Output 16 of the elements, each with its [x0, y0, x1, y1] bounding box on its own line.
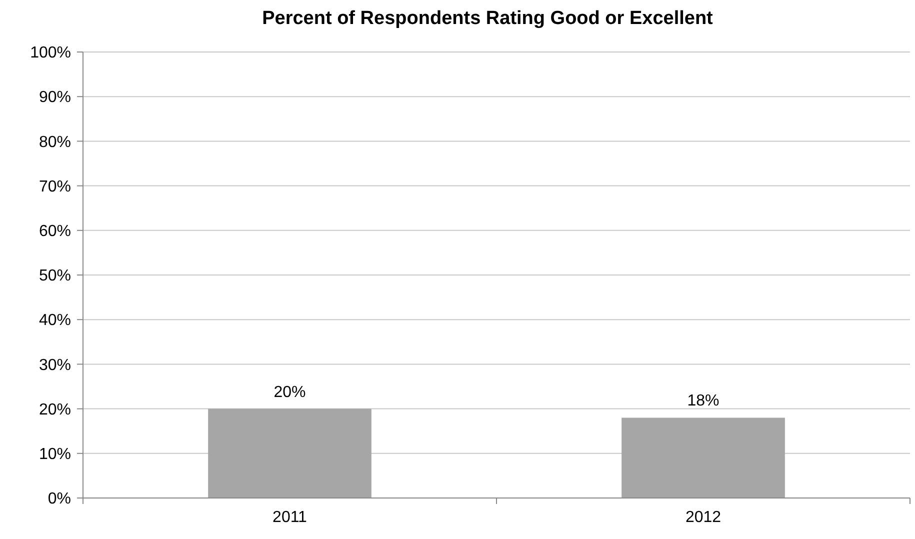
- y-tick-label: 100%: [30, 44, 71, 62]
- data-label: 20%: [274, 384, 306, 401]
- x-tick-label: 2012: [685, 509, 722, 526]
- y-tick-label: 90%: [38, 89, 71, 106]
- y-tick-label: 40%: [38, 312, 71, 330]
- y-tick-label: 10%: [38, 446, 71, 463]
- y-tick-label: 60%: [38, 223, 71, 240]
- x-tick-label: 2011: [272, 509, 308, 526]
- y-tick-label: 50%: [38, 268, 71, 285]
- y-tick-label: 70%: [38, 178, 71, 196]
- y-tick-label: 0%: [48, 490, 71, 508]
- y-tick-label: 80%: [38, 134, 71, 151]
- chart-title: Percent of Respondents Rating Good or Excellent: [262, 8, 714, 29]
- y-tick-label: 30%: [38, 356, 71, 374]
- y-tick-label: 20%: [38, 401, 71, 418]
- data-label: 18%: [687, 392, 720, 410]
